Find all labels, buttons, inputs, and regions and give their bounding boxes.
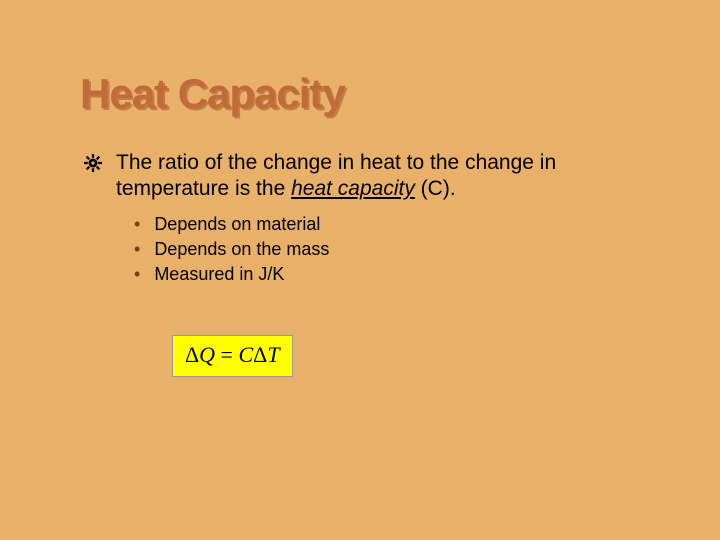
list-item: • Depends on material — [134, 213, 650, 236]
eq-C: C — [238, 342, 253, 367]
body-term: heat capacity — [291, 177, 415, 200]
body-point: The ratio of the change in heat to the c… — [84, 150, 650, 203]
eq-Q: Q — [199, 342, 215, 367]
bullet-icon: • — [134, 263, 140, 286]
eq-delta: Δ — [253, 342, 267, 367]
bullet-icon: • — [134, 213, 140, 236]
slide-title: Heat Capacity — [80, 70, 650, 118]
list-item: • Depends on the mass — [134, 238, 650, 261]
sub-list: • Depends on material • Depends on the m… — [134, 213, 650, 287]
list-item: • Measured in J/K — [134, 263, 650, 286]
eq-equals: = — [215, 342, 238, 367]
sub-text: Depends on material — [154, 213, 320, 236]
sub-text: Depends on the mass — [154, 238, 329, 261]
equation: ΔQ = CΔT — [172, 335, 293, 377]
gear-icon — [84, 154, 102, 175]
body-text: The ratio of the change in heat to the c… — [116, 150, 650, 203]
body-post: (C). — [415, 177, 456, 200]
eq-T: T — [267, 342, 279, 367]
sub-text: Measured in J/K — [154, 263, 284, 286]
eq-delta: Δ — [185, 342, 199, 367]
bullet-icon: • — [134, 238, 140, 261]
slide: Heat Capacity The ratio of the chan — [0, 0, 720, 377]
